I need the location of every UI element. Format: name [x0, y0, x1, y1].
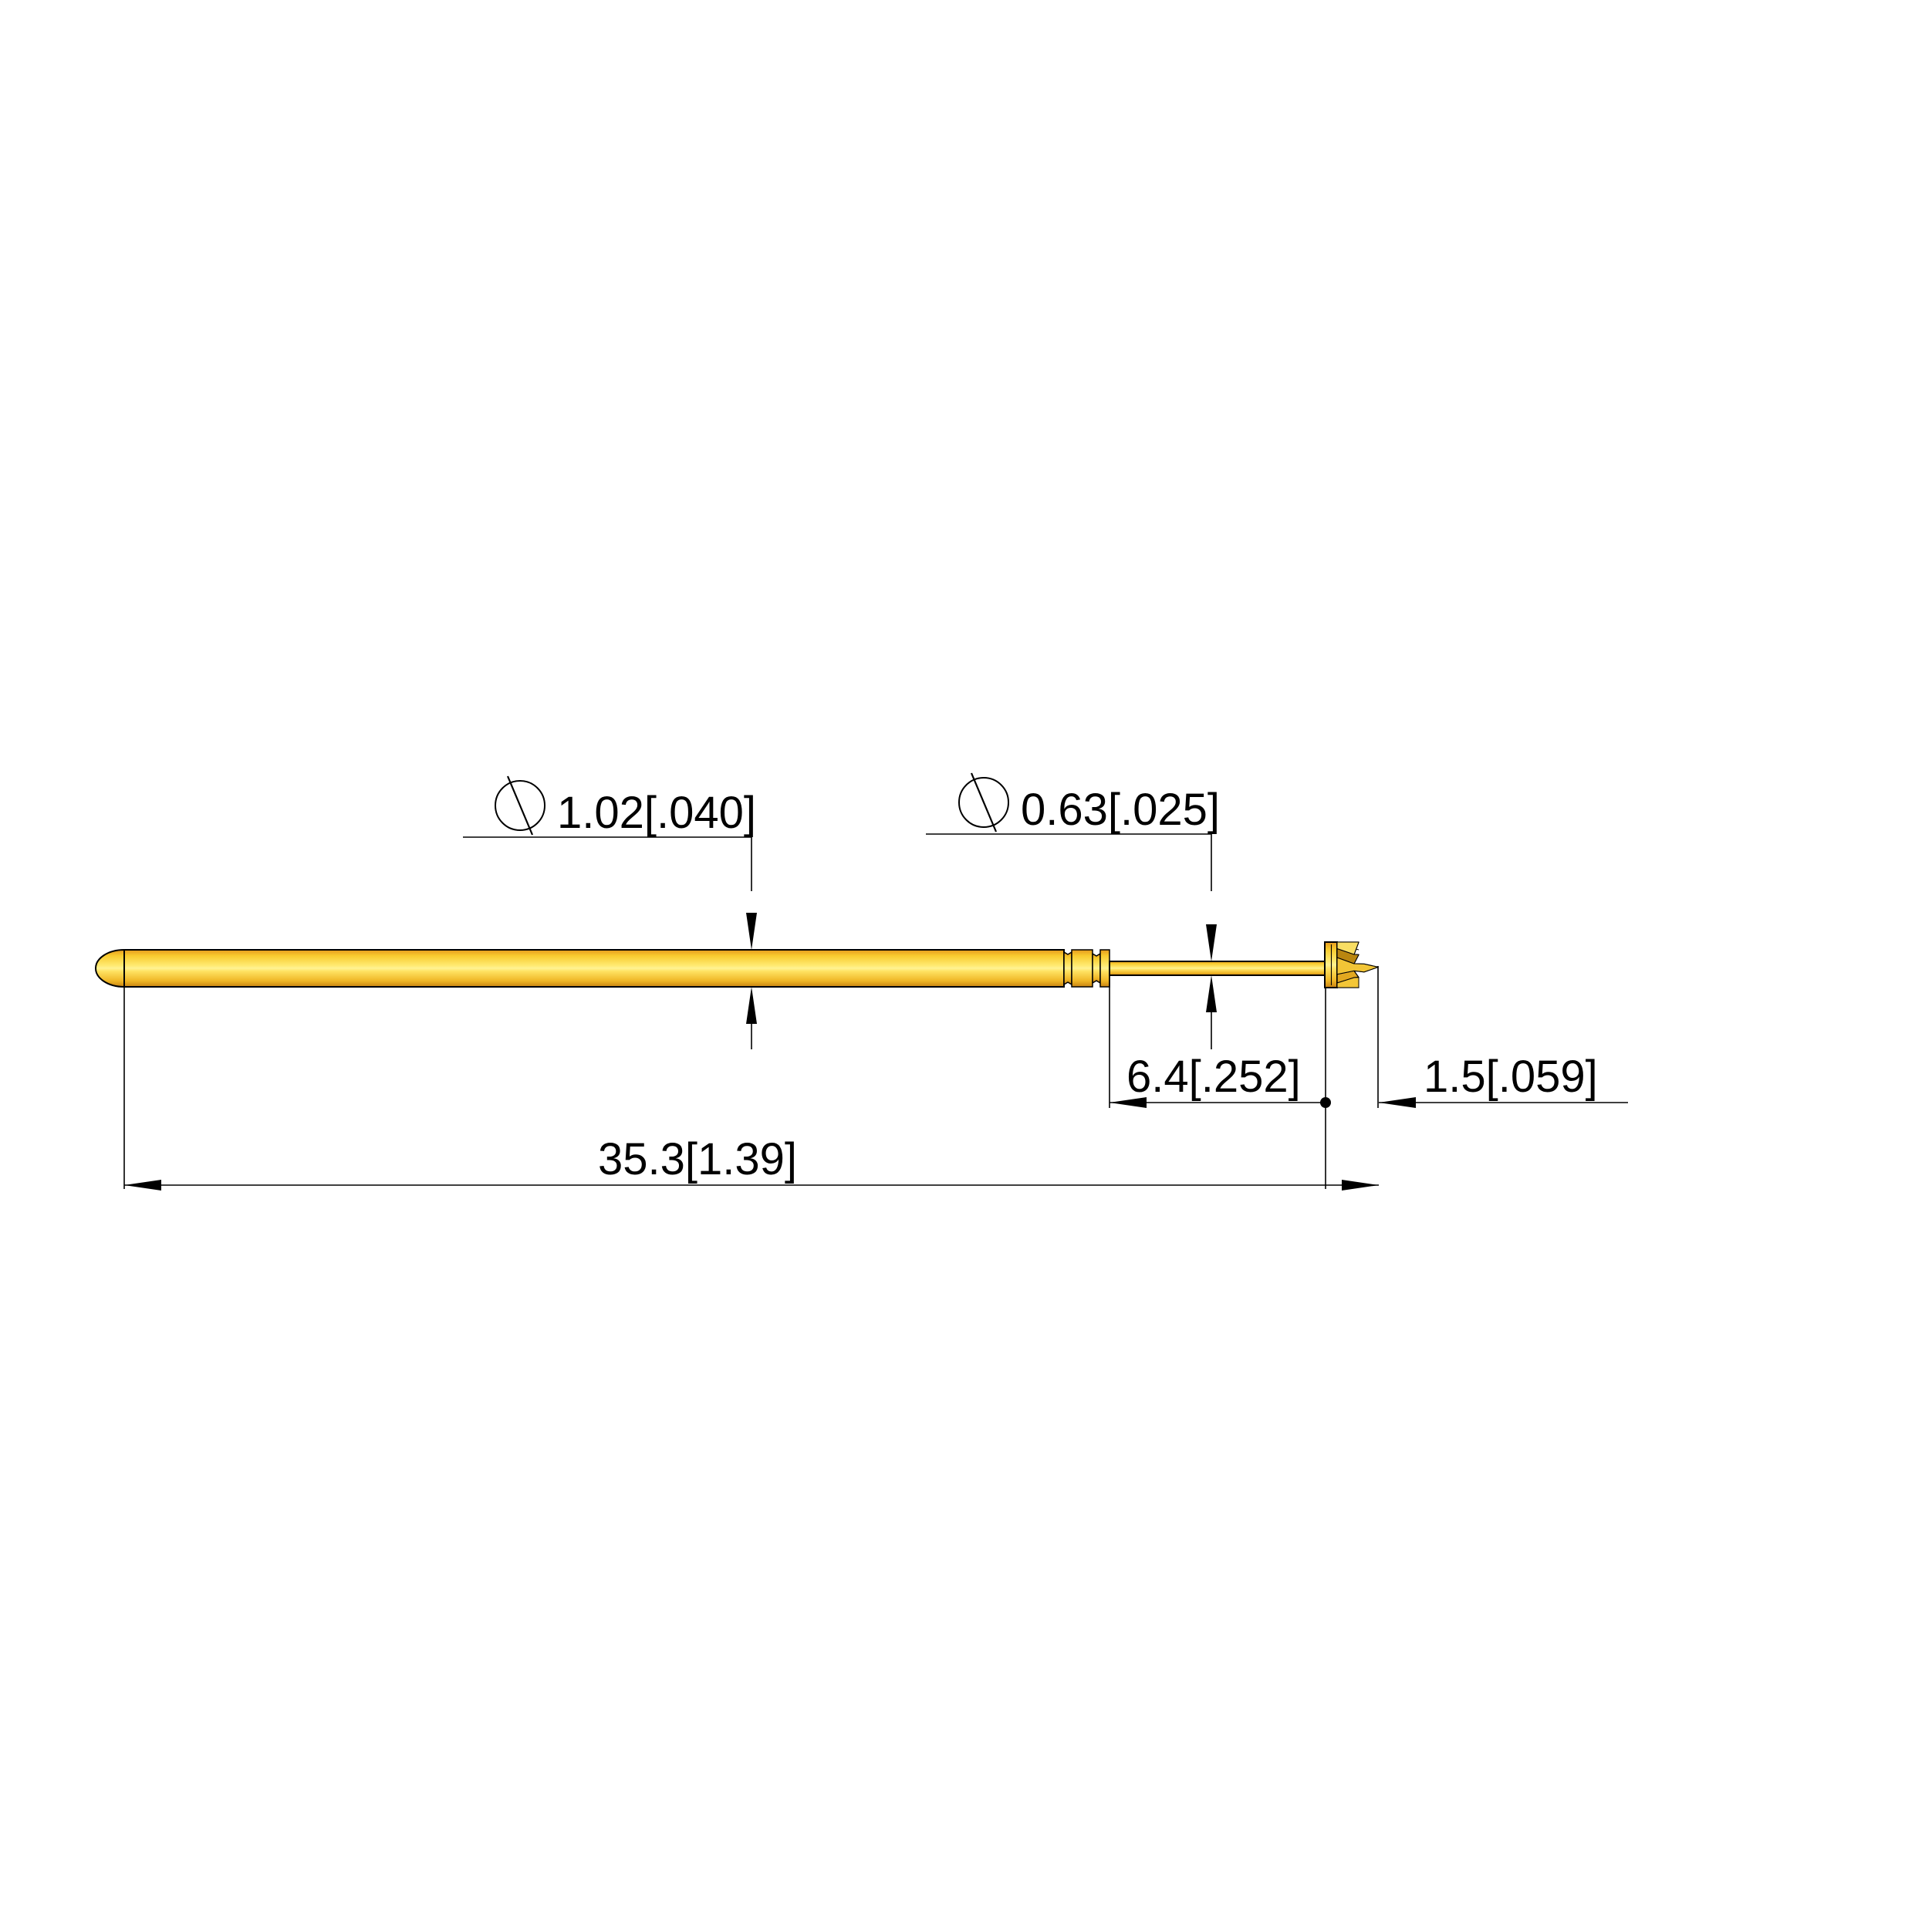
- svg-text:1.5[.059]: 1.5[.059]: [1424, 1052, 1598, 1102]
- svg-text:35.3[1.39]: 35.3[1.39]: [598, 1134, 797, 1184]
- svg-text:1.02[.040]: 1.02[.040]: [557, 788, 756, 838]
- svg-text:6.4[.252]: 6.4[.252]: [1126, 1052, 1301, 1102]
- svg-text:0.63[.025]: 0.63[.025]: [1021, 785, 1220, 835]
